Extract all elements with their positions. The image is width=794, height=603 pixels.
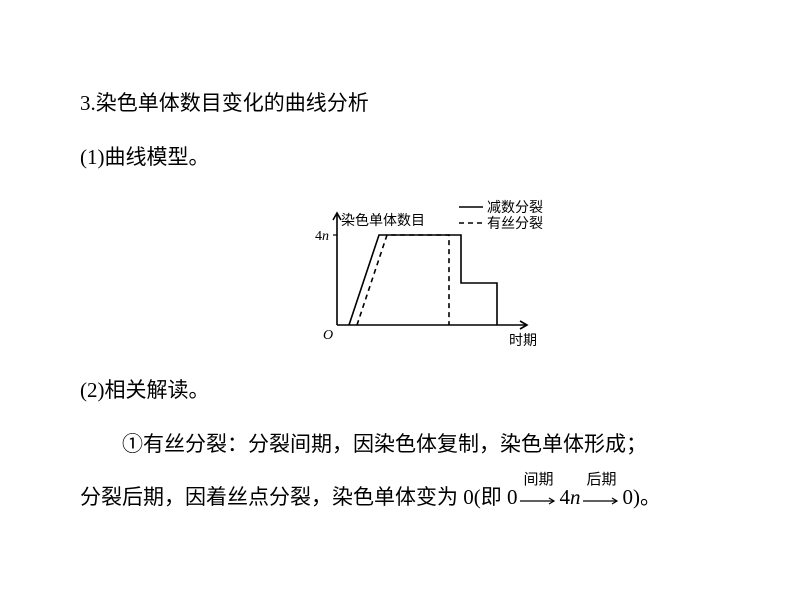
svg-text:时期: 时期 — [509, 333, 537, 349]
arrow-icon — [518, 497, 560, 507]
chromatid-chart: 4n 染色单体数目时期 O 减数分裂有丝分裂 — [287, 195, 547, 355]
arrow-interphase: 间期 — [518, 487, 560, 511]
paragraph-1: ①有丝分裂：分裂间期，因染色体复制，染色单体形成； — [80, 429, 754, 461]
mid-value: 4 — [560, 485, 571, 509]
para2-part-a: 分裂后期，因着丝点分裂，染色单体变为 0(即 0 — [80, 485, 518, 509]
svg-text:4n: 4n — [315, 229, 329, 244]
chart-container: 4n 染色单体数目时期 O 减数分裂有丝分裂 — [80, 195, 754, 355]
paragraph-2: 分裂后期，因着丝点分裂，染色单体变为 0(即 0 间期 4n 后期 0)。 — [80, 482, 754, 514]
arrow-anaphase: 后期 — [581, 487, 623, 511]
svg-text:染色单体数目: 染色单体数目 — [341, 212, 425, 229]
svg-text:有丝分裂: 有丝分裂 — [487, 216, 543, 232]
arrow-icon — [581, 497, 623, 507]
arrow-label-1: 间期 — [518, 469, 560, 492]
subheading-1: (1)曲线模型。 — [80, 142, 754, 174]
para2-part-b: 0)。 — [623, 485, 662, 509]
svg-text:减数分裂: 减数分裂 — [487, 200, 543, 216]
subheading-2: (2)相关解读。 — [80, 375, 754, 407]
arrow-label-2: 后期 — [581, 469, 623, 492]
mid-variable: n — [570, 485, 581, 509]
title-line: 3.染色单体数目变化的曲线分析 — [80, 88, 754, 120]
svg-text:O: O — [323, 328, 333, 343]
